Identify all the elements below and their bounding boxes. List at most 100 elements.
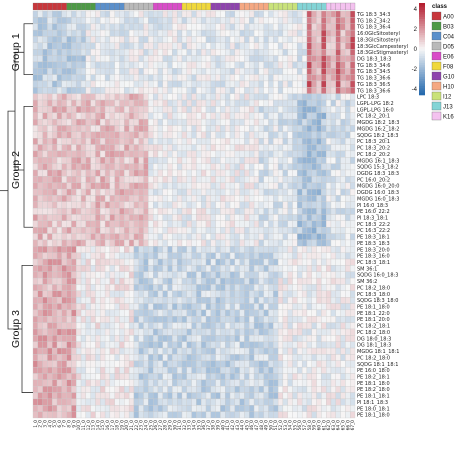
heatmap-cell — [167, 195, 173, 202]
heatmap-cell — [47, 55, 53, 63]
heatmap-cell — [85, 303, 91, 311]
heatmap-cell — [100, 125, 106, 132]
heatmap-cell — [95, 341, 101, 349]
heatmap-cell — [162, 23, 168, 31]
group-label: Group 2 — [10, 151, 22, 189]
heatmap-cell — [90, 227, 96, 234]
heatmap-cell — [32, 195, 38, 202]
heatmap-cell — [138, 303, 144, 311]
heatmap-cell — [244, 74, 250, 82]
heatmap-cell — [80, 157, 87, 164]
heatmap-cell — [316, 93, 322, 101]
heatmap-cell — [172, 74, 178, 82]
heatmap-cell — [277, 303, 284, 311]
heatmap-cell — [95, 347, 101, 355]
heatmap-cell — [177, 10, 183, 18]
heatmap-cell — [205, 284, 211, 291]
heatmap-cell — [56, 284, 62, 291]
heatmap-cell — [85, 125, 91, 132]
heatmap-cell — [301, 49, 308, 56]
heatmap-cell — [220, 386, 226, 393]
heatmap-cell — [37, 398, 43, 406]
heatmap-cell — [253, 87, 260, 94]
heatmap-cell — [196, 290, 202, 298]
heatmap-cell — [52, 125, 58, 132]
heatmap-cell — [167, 144, 173, 152]
heatmap-cell — [157, 379, 163, 387]
heatmap-cell — [42, 316, 48, 323]
heatmap-cell — [172, 207, 178, 215]
heatmap-cell — [239, 99, 245, 107]
heatmap-cell — [282, 201, 288, 209]
heatmap-cell — [191, 392, 197, 400]
heatmap-cell — [186, 112, 192, 120]
heatmap-cell — [104, 271, 111, 279]
heatmap-cell — [181, 182, 187, 190]
heatmap-cell — [345, 87, 351, 94]
heatmap-cell — [220, 233, 226, 241]
heatmap-cell — [177, 227, 183, 234]
heatmap-cell — [167, 227, 173, 234]
heatmap-cell — [66, 335, 72, 342]
heatmap-cell — [104, 220, 111, 228]
heatmap-cell — [138, 10, 144, 18]
heatmap-cell — [90, 277, 96, 285]
heatmap-cell — [124, 182, 130, 190]
heatmap-cell — [80, 106, 87, 113]
heatmap-cell — [104, 80, 111, 88]
heatmap-cell — [273, 341, 279, 349]
heatmap-cell — [273, 182, 279, 190]
heatmap-cell — [210, 138, 216, 145]
heatmap-cell — [186, 93, 192, 101]
heatmap-cell — [268, 118, 274, 126]
heatmap-cell — [340, 379, 346, 387]
heatmap-cell — [80, 195, 87, 202]
heatmap-cell — [282, 303, 288, 311]
heatmap-cell — [61, 150, 67, 158]
heatmap-cell — [100, 61, 106, 69]
heatmap-cell — [42, 144, 48, 152]
heatmap-cell — [287, 188, 293, 196]
heatmap-cell — [239, 201, 245, 209]
heatmap-cell — [201, 227, 207, 234]
heatmap-cell — [181, 10, 187, 18]
heatmap-cell — [138, 169, 144, 177]
heatmap-cell — [273, 42, 279, 50]
row-label: PC 16:0_20:2 — [357, 177, 390, 183]
heatmap-cell — [316, 201, 322, 209]
heatmap-cell — [191, 99, 197, 107]
heatmap-cell — [268, 150, 274, 158]
heatmap-cell — [282, 277, 288, 285]
heatmap-cell — [90, 360, 96, 368]
heatmap-cell — [205, 233, 211, 241]
heatmap-cell — [52, 405, 58, 412]
heatmap-cell — [297, 23, 303, 31]
heatmap-cell — [47, 150, 53, 158]
heatmap-cell — [292, 316, 298, 323]
heatmap-cell — [95, 49, 101, 56]
heatmap-cell — [191, 398, 197, 406]
heatmap-cell — [85, 157, 91, 164]
heatmap-cell — [335, 55, 341, 63]
heatmap-cell — [143, 303, 149, 311]
heatmap-cell — [220, 138, 226, 145]
heatmap-cell — [148, 61, 154, 69]
heatmap-cell — [239, 335, 245, 342]
heatmap-cell — [345, 195, 351, 202]
heatmap-cell — [85, 214, 91, 222]
heatmap-cell — [138, 17, 144, 24]
heatmap-cell — [32, 316, 38, 323]
heatmap-cell — [152, 68, 159, 75]
heatmap-cell — [95, 176, 101, 183]
heatmap-cell — [205, 265, 211, 272]
heatmap-cell — [311, 29, 317, 37]
heatmap-cell — [287, 106, 293, 113]
heatmap-cell — [263, 106, 269, 113]
heatmap-cell — [196, 163, 202, 171]
heatmap-cell — [66, 138, 72, 145]
heatmap-cell — [32, 144, 38, 152]
column-label: 8_0 — [67, 420, 73, 428]
heatmap-cell — [311, 163, 317, 171]
heatmap-cell — [326, 297, 332, 304]
heatmap-cell — [172, 405, 178, 412]
